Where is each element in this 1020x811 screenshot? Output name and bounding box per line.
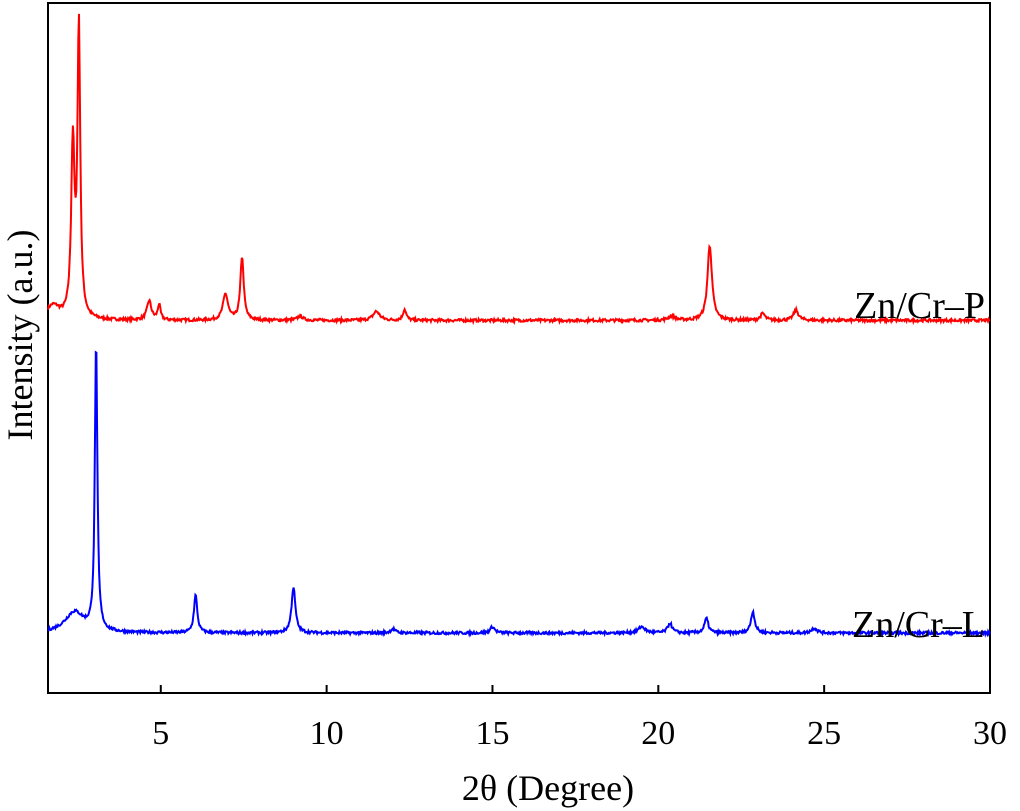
series-label-2: Zn/Cr–L (852, 604, 985, 646)
x-tick-label: 10 (310, 715, 344, 752)
series-line-1 (47, 13, 991, 326)
y-axis-title: Intensity (a.u.) (0, 230, 40, 441)
x-tick-label: 20 (641, 715, 675, 752)
x-axis-title: 2θ (Degree) (462, 768, 634, 808)
x-tick-label: 15 (475, 715, 509, 752)
x-tick-label: 5 (152, 715, 169, 752)
series-label-1: Zn/Cr–P (854, 285, 985, 327)
x-tick-label: 30 (973, 715, 1007, 752)
series-line-2 (47, 350, 991, 638)
x-tick-label: 25 (807, 715, 841, 752)
plot-frame (47, 2, 991, 694)
